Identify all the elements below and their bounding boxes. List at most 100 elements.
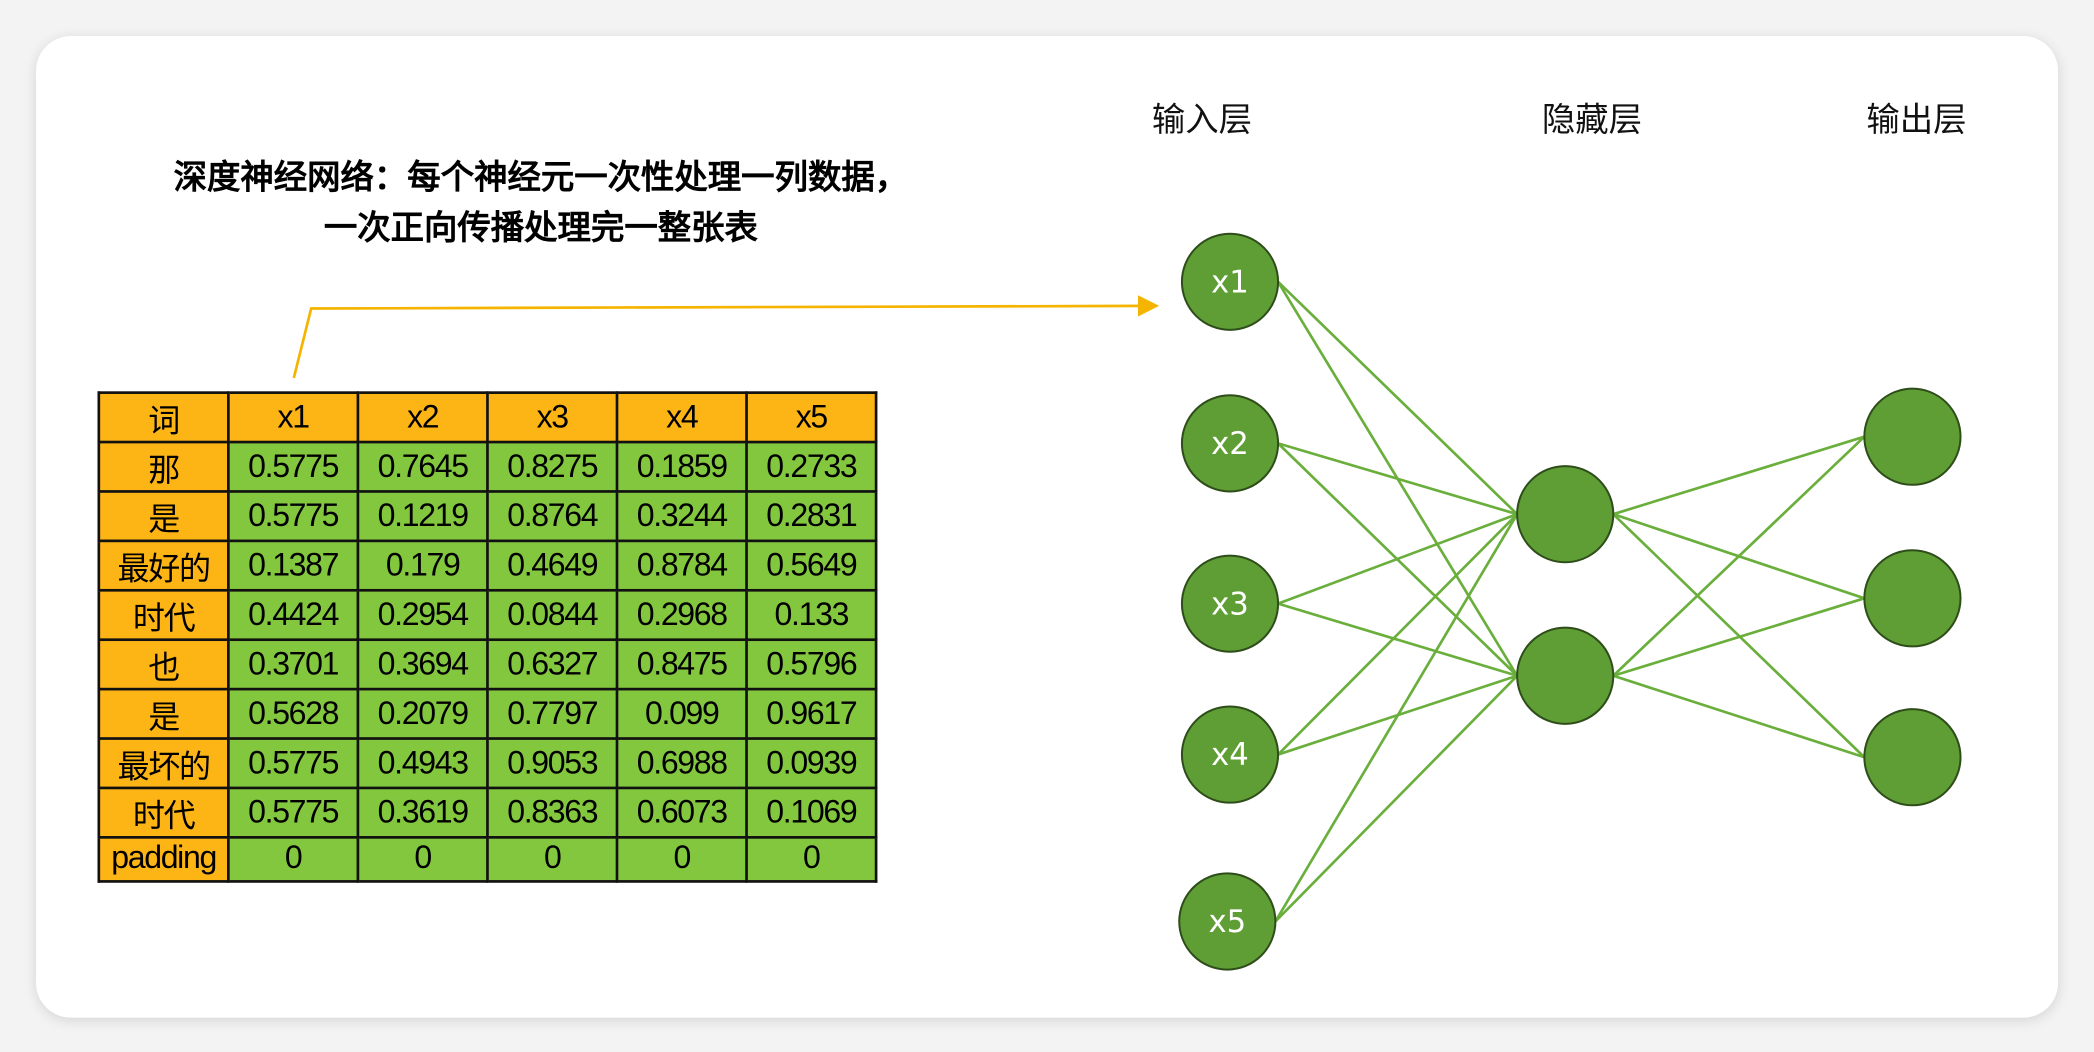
value-cell: 0.5775 <box>227 490 360 543</box>
input-node-label: x3 <box>1211 586 1249 622</box>
table-row: 最好的 0.1387 0.179 0.4649 0.8784 0.5649 <box>97 539 878 592</box>
value-cell: 0 <box>356 836 489 883</box>
input-node-label: x2 <box>1211 426 1249 462</box>
value-cell: 0.0844 <box>486 588 619 642</box>
value-cell: 0.0939 <box>745 737 878 790</box>
embedding-table: 词 x1 x2 x3 x4 x5 那 0.5775 0.7645 0.8275 0.1859 0.27… <box>97 391 878 883</box>
value-cell: 0.2733 <box>745 440 878 493</box>
value-cell: 0 <box>227 836 360 883</box>
hidden-layer-label: 隐藏层 <box>1541 100 1643 139</box>
input-node <box>1180 554 1280 653</box>
input-node <box>1180 394 1280 493</box>
value-cell: 0.9053 <box>486 737 619 790</box>
value-cell: 0 <box>615 836 748 883</box>
edge-hidden-output <box>1612 435 1866 677</box>
value-cell: 0.8363 <box>486 786 619 839</box>
value-cell: 0.1069 <box>745 786 878 839</box>
value-cell: 0.5649 <box>745 539 878 592</box>
value-cell: 0.5775 <box>227 737 360 790</box>
column-header: x2 <box>356 391 489 444</box>
value-cell: 0.3694 <box>356 638 489 691</box>
column-header: x4 <box>615 391 748 444</box>
word-cell: 时代 <box>97 588 230 642</box>
column-header: x3 <box>486 391 619 444</box>
arrow-table-to-input <box>292 295 1160 379</box>
word-cell: 最好的 <box>97 539 230 592</box>
value-cell: 0.4424 <box>227 588 360 642</box>
value-cell: 0.7645 <box>356 440 489 493</box>
value-cell: 0.8475 <box>615 638 748 691</box>
output-layer-label: 输出层 <box>1866 100 1967 139</box>
value-cell: 0.2831 <box>745 490 878 543</box>
edge-input-hidden <box>1277 442 1518 516</box>
input-node <box>1180 705 1280 804</box>
word-cell: 是 <box>97 490 230 543</box>
value-cell: 0.5796 <box>745 638 878 691</box>
value-cell: 0.3701 <box>227 638 360 691</box>
title-line-2: 一次正向传播处理完一整张表 <box>323 208 758 248</box>
value-cell: 0.2954 <box>356 588 489 642</box>
word-cell: padding <box>97 836 230 883</box>
table-header-row: 词 x1 x2 x3 x4 x5 <box>97 391 878 444</box>
hidden-node <box>1516 626 1615 725</box>
value-cell: 0.1387 <box>227 539 360 592</box>
edge-input-hidden <box>1274 674 1519 923</box>
input-node-label: x1 <box>1211 264 1249 300</box>
column-header: x1 <box>227 391 360 444</box>
edge-input-hidden <box>1277 513 1519 756</box>
value-cell: 0.6327 <box>486 638 619 691</box>
column-header: 词 <box>97 391 230 444</box>
value-cell: 0.8764 <box>486 490 619 543</box>
word-cell: 是 <box>97 687 230 740</box>
word-cell: 时代 <box>97 786 230 839</box>
edge-input-hidden <box>1277 280 1519 516</box>
value-cell: 0.2968 <box>615 588 748 642</box>
value-cell: 0.5775 <box>227 440 360 493</box>
value-cell: 0.1859 <box>615 440 748 493</box>
value-cell: 0.1219 <box>356 490 489 543</box>
value-cell: 0.7797 <box>486 687 619 740</box>
hidden-node <box>1516 465 1615 564</box>
input-layer-label: 输入层 <box>1151 100 1253 139</box>
title-line-1: 深度神经网络：每个神经元一次性处理一列数据， <box>173 157 909 197</box>
input-node <box>1180 232 1280 331</box>
edge-input-hidden <box>1274 513 1519 923</box>
edge-hidden-output <box>1612 435 1865 516</box>
table-row: padding 0 0 0 0 0 <box>97 836 878 883</box>
input-node-label: x4 <box>1211 737 1249 773</box>
value-cell: 0.3244 <box>615 490 748 543</box>
value-cell: 0.5628 <box>227 687 360 740</box>
output-node <box>1863 387 1962 486</box>
value-cell: 0.2079 <box>356 687 489 740</box>
value-cell: 0.099 <box>615 687 748 740</box>
value-cell: 0.3619 <box>356 786 489 839</box>
input-node-label: x5 <box>1208 904 1246 940</box>
edge-hidden-output <box>1612 597 1865 678</box>
edge-input-hidden <box>1277 602 1518 678</box>
value-cell: 0.6988 <box>615 737 748 790</box>
value-cell: 0.4649 <box>486 539 619 592</box>
input-node <box>1178 872 1277 971</box>
value-cell: 0.133 <box>745 588 878 642</box>
table-row: 是 0.5775 0.1219 0.8764 0.3244 0.2831 <box>97 490 878 543</box>
value-cell: 0 <box>486 836 619 883</box>
word-cell: 最坏的 <box>97 737 230 790</box>
value-cell: 0.8784 <box>615 539 748 592</box>
table-row: 是 0.5628 0.2079 0.7797 0.099 0.9617 <box>97 687 878 740</box>
value-cell: 0.179 <box>356 539 489 592</box>
value-cell: 0 <box>745 836 878 883</box>
value-cell: 0.4943 <box>356 737 489 790</box>
output-node <box>1863 549 1962 648</box>
table-row: 那 0.5775 0.7645 0.8275 0.1859 0.2733 <box>97 440 878 493</box>
value-cell: 0.6073 <box>615 786 748 839</box>
table-row: 时代 0.4424 0.2954 0.0844 0.2968 0.133 <box>97 588 878 642</box>
edge-input-hidden <box>1277 512 1518 605</box>
value-cell: 0.9617 <box>745 687 878 740</box>
column-header: x5 <box>745 391 878 444</box>
value-cell: 0.5775 <box>227 786 360 839</box>
table-row: 也 0.3701 0.3694 0.6327 0.8475 0.5796 <box>97 638 878 691</box>
edge-hidden-output <box>1612 674 1865 759</box>
word-cell: 那 <box>97 440 230 493</box>
